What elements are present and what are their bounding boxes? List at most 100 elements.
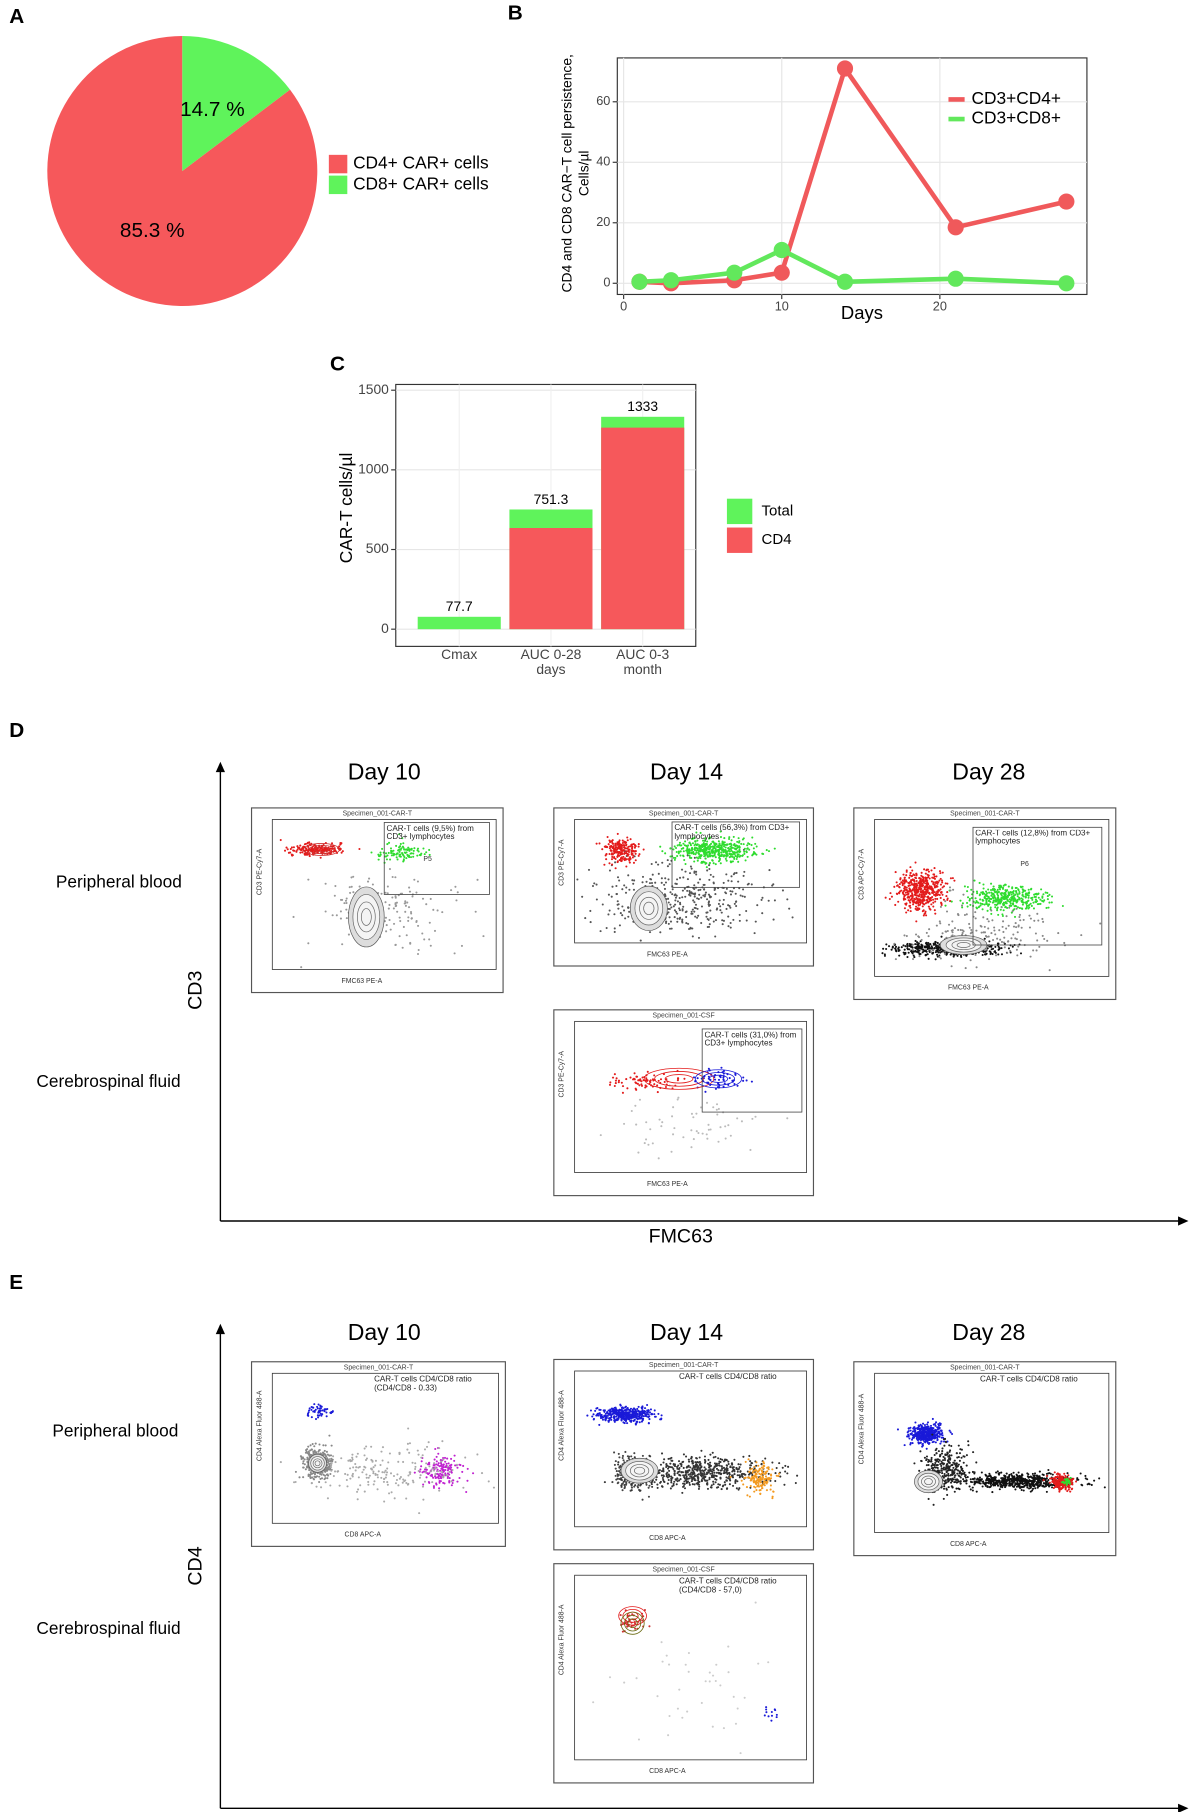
- event-dot: [994, 906, 996, 908]
- event-dot: [438, 1477, 440, 1479]
- event-dot: [945, 930, 947, 932]
- event-dot: [622, 856, 624, 858]
- event-dot: [672, 1133, 674, 1135]
- event-dot: [792, 916, 794, 918]
- event-dot: [1046, 892, 1048, 894]
- event-dot: [984, 896, 986, 898]
- event-dot: [693, 911, 695, 913]
- event-dot: [308, 1474, 310, 1476]
- event-dot: [708, 900, 710, 902]
- event-dot: [990, 946, 992, 948]
- event-dot: [997, 914, 999, 916]
- event-dot: [907, 882, 909, 884]
- event-dot: [1035, 896, 1037, 898]
- event-dot: [403, 926, 405, 928]
- event-dot: [603, 864, 605, 866]
- event-dot: [689, 857, 691, 859]
- event-dot: [930, 869, 932, 871]
- event-dot: [649, 878, 651, 880]
- event-dot: [641, 1405, 643, 1407]
- event-dot: [953, 880, 955, 882]
- event-dot: [623, 849, 625, 851]
- flow-x-label: FMC63 PE-A: [948, 985, 989, 992]
- event-dot: [688, 928, 690, 930]
- event-dot: [736, 1085, 738, 1087]
- event-dot: [670, 906, 672, 908]
- event-dot: [447, 1465, 449, 1467]
- event-dot: [677, 1079, 679, 1081]
- event-dot: [340, 1457, 342, 1459]
- event-dot: [317, 1407, 319, 1409]
- event-dot: [619, 1466, 621, 1468]
- event-dot: [704, 1091, 706, 1093]
- event-dot: [1033, 907, 1035, 909]
- event-dot: [388, 904, 390, 906]
- event-dot: [284, 850, 286, 852]
- event-dot: [454, 886, 456, 888]
- event-dot: [1002, 887, 1004, 889]
- event-dot: [982, 908, 984, 910]
- event-dot: [609, 1409, 611, 1411]
- event-dot: [653, 1083, 655, 1085]
- event-dot: [1032, 902, 1034, 904]
- event-dot: [980, 891, 982, 893]
- event-dot: [455, 899, 457, 901]
- event-dot: [342, 850, 344, 852]
- event-dot: [431, 1481, 433, 1483]
- event-dot: [586, 1415, 588, 1417]
- event-dot: [668, 923, 670, 925]
- event-dot: [476, 1453, 478, 1455]
- event-dot: [692, 1116, 694, 1118]
- event-dot: [376, 1474, 378, 1476]
- event-dot: [373, 1483, 375, 1485]
- event-dot: [921, 900, 923, 902]
- event-dot: [323, 1474, 325, 1476]
- event-dot: [918, 936, 920, 938]
- event-dot: [439, 1470, 441, 1472]
- event-dot: [711, 859, 713, 861]
- event-dot: [633, 1407, 635, 1409]
- event-dot: [446, 1463, 448, 1465]
- axis-title: FMC63: [649, 1225, 713, 1247]
- event-dot: [915, 902, 917, 904]
- event-dot: [923, 897, 925, 899]
- event-dot: [388, 908, 390, 910]
- event-dot: [370, 851, 372, 853]
- event-dot: [1020, 939, 1022, 941]
- event-dot: [1018, 916, 1020, 918]
- event-dot: [409, 1471, 411, 1473]
- event-dot: [647, 1144, 649, 1146]
- event-dot: [606, 927, 608, 929]
- event-dot: [590, 921, 592, 923]
- y-tick-label: 0: [381, 620, 389, 636]
- event-dot: [698, 898, 700, 900]
- event-dot: [458, 1477, 460, 1479]
- event-dot: [899, 877, 901, 879]
- bar: [601, 428, 684, 630]
- event-dot: [682, 890, 684, 892]
- event-dot: [1011, 893, 1013, 895]
- event-dot: [457, 891, 459, 893]
- event-dot: [612, 1409, 614, 1411]
- event-dot: [603, 1409, 605, 1411]
- event-dot: [669, 855, 671, 857]
- event-dot: [334, 885, 336, 887]
- specimen-label: Specimen_001-CAR-T: [649, 1362, 719, 1369]
- event-dot: [1048, 902, 1050, 904]
- event-dot: [386, 924, 388, 926]
- event-dot: [992, 953, 994, 955]
- event-dot: [440, 1465, 442, 1467]
- event-dot: [1038, 897, 1040, 899]
- event-dot: [615, 1468, 617, 1470]
- column-title: Day 10: [348, 1319, 421, 1345]
- event-dot: [681, 921, 683, 923]
- event-dot: [944, 900, 946, 902]
- event-dot: [903, 890, 905, 892]
- event-dot: [595, 1414, 597, 1416]
- event-dot: [1002, 915, 1004, 917]
- event-dot: [649, 1128, 651, 1130]
- event-dot: [693, 901, 695, 903]
- x-tick-label-box: AUC 0-28 days: [507, 648, 595, 685]
- event-dot: [721, 912, 723, 914]
- event-dot: [611, 853, 613, 855]
